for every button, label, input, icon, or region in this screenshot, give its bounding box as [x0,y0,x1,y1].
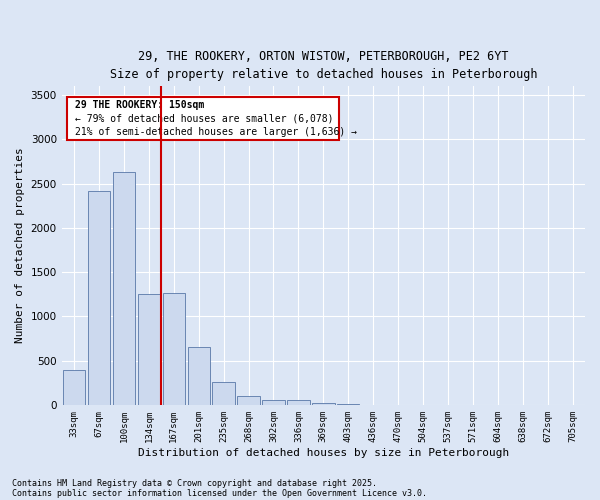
Bar [63,370,85,405]
Bar [212,382,235,405]
Bar [238,396,260,405]
Bar [312,402,335,405]
Bar [188,348,210,405]
Title: 29, THE ROOKERY, ORTON WISTOW, PETERBOROUGH, PE2 6YT
Size of property relative t: 29, THE ROOKERY, ORTON WISTOW, PETERBORO… [110,50,537,81]
Text: ← 79% of detached houses are smaller (6,078): ← 79% of detached houses are smaller (6,… [75,114,333,124]
Text: 29 THE ROOKERY: 150sqm: 29 THE ROOKERY: 150sqm [75,100,204,110]
Bar [262,400,285,405]
Bar [88,190,110,405]
Y-axis label: Number of detached properties: Number of detached properties [15,148,25,344]
X-axis label: Distribution of detached houses by size in Peterborough: Distribution of detached houses by size … [138,448,509,458]
Text: Contains HM Land Registry data © Crown copyright and database right 2025.: Contains HM Land Registry data © Crown c… [12,478,377,488]
Bar [113,172,135,405]
Text: Contains public sector information licensed under the Open Government Licence v3: Contains public sector information licen… [12,488,427,498]
FancyBboxPatch shape [67,98,339,140]
Bar [287,400,310,405]
Bar [163,294,185,405]
Bar [137,294,160,405]
Text: 21% of semi-detached houses are larger (1,636) →: 21% of semi-detached houses are larger (… [75,127,357,137]
